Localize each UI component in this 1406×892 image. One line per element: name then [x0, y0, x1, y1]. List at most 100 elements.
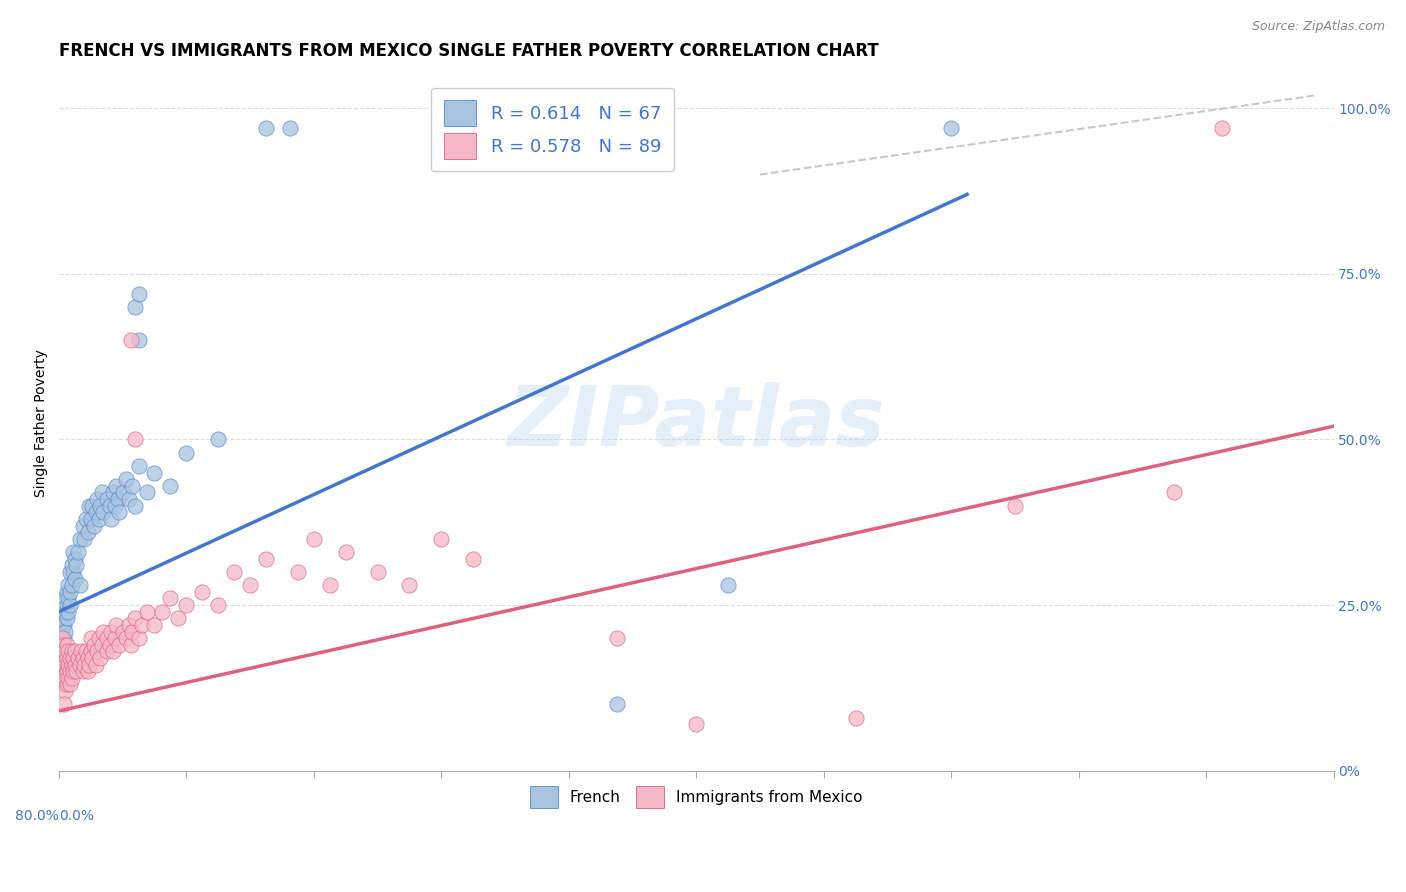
Point: [51, 657, 73, 672]
Point: [120, 638, 142, 652]
Point: [302, 532, 325, 546]
Point: [118, 618, 141, 632]
Point: [159, 591, 181, 606]
Point: [207, 433, 229, 447]
Point: [77, 657, 100, 672]
Point: [56, 677, 79, 691]
Point: [52, 631, 75, 645]
Point: [605, 698, 627, 712]
Point: [367, 565, 389, 579]
Point: [63, 657, 86, 672]
Point: [108, 505, 131, 519]
Point: [128, 458, 150, 473]
Point: [49, 638, 72, 652]
Point: [124, 499, 146, 513]
Point: [76, 665, 98, 679]
Point: [60, 558, 83, 573]
Point: [128, 333, 150, 347]
Point: [135, 605, 157, 619]
Point: [89, 651, 111, 665]
Point: [135, 485, 157, 500]
Point: [605, 631, 627, 645]
Point: [287, 565, 309, 579]
Point: [72, 665, 94, 679]
Point: [430, 532, 453, 546]
Point: [76, 525, 98, 540]
Point: [1163, 485, 1185, 500]
Point: [108, 638, 131, 652]
Point: [96, 631, 118, 645]
Point: [90, 485, 112, 500]
Point: [105, 479, 128, 493]
Point: [80, 644, 103, 658]
Point: [224, 565, 246, 579]
Point: [72, 651, 94, 665]
Point: [69, 532, 91, 546]
Text: 80.0%: 80.0%: [15, 809, 59, 823]
Point: [100, 624, 122, 639]
Point: [152, 605, 174, 619]
Point: [69, 657, 91, 672]
Point: [96, 644, 118, 658]
Point: [176, 446, 198, 460]
Point: [1211, 121, 1233, 136]
Point: [51, 671, 73, 685]
Point: [53, 591, 76, 606]
Point: [58, 578, 80, 592]
Point: [159, 479, 181, 493]
Point: [63, 572, 86, 586]
Text: Source: ZipAtlas.com: Source: ZipAtlas.com: [1251, 20, 1385, 33]
Point: [124, 611, 146, 625]
Point: [93, 624, 115, 639]
Point: [685, 717, 707, 731]
Point: [86, 491, 108, 506]
Legend: French, Immigrants from Mexico: French, Immigrants from Mexico: [519, 775, 873, 819]
Point: [49, 618, 72, 632]
Point: [73, 657, 96, 672]
Point: [114, 631, 136, 645]
Point: [96, 491, 118, 506]
Point: [128, 631, 150, 645]
Point: [121, 479, 143, 493]
Point: [120, 333, 142, 347]
Point: [107, 491, 129, 506]
Point: [59, 598, 82, 612]
Point: [58, 591, 80, 606]
Point: [49, 651, 72, 665]
Point: [76, 651, 98, 665]
Point: [87, 631, 110, 645]
Point: [56, 584, 79, 599]
Point: [51, 638, 73, 652]
Point: [63, 551, 86, 566]
Point: [167, 611, 190, 625]
Point: [60, 644, 83, 658]
Point: [60, 578, 83, 592]
Point: [49, 631, 72, 645]
Point: [84, 505, 107, 519]
Point: [319, 578, 342, 592]
Point: [124, 433, 146, 447]
Point: [53, 671, 76, 685]
Point: [98, 638, 121, 652]
Point: [66, 651, 89, 665]
Point: [89, 499, 111, 513]
Point: [75, 644, 97, 658]
Point: [52, 644, 75, 658]
Point: [90, 638, 112, 652]
Point: [80, 631, 103, 645]
Point: [176, 598, 198, 612]
Point: [58, 671, 80, 685]
Point: [52, 665, 75, 679]
Point: [56, 611, 79, 625]
Point: [191, 584, 214, 599]
Point: [58, 657, 80, 672]
Point: [49, 665, 72, 679]
Point: [278, 121, 301, 136]
Point: [121, 624, 143, 639]
Point: [254, 121, 277, 136]
Point: [53, 624, 76, 639]
Point: [105, 618, 128, 632]
Point: [53, 644, 76, 658]
Point: [73, 532, 96, 546]
Point: [398, 578, 420, 592]
